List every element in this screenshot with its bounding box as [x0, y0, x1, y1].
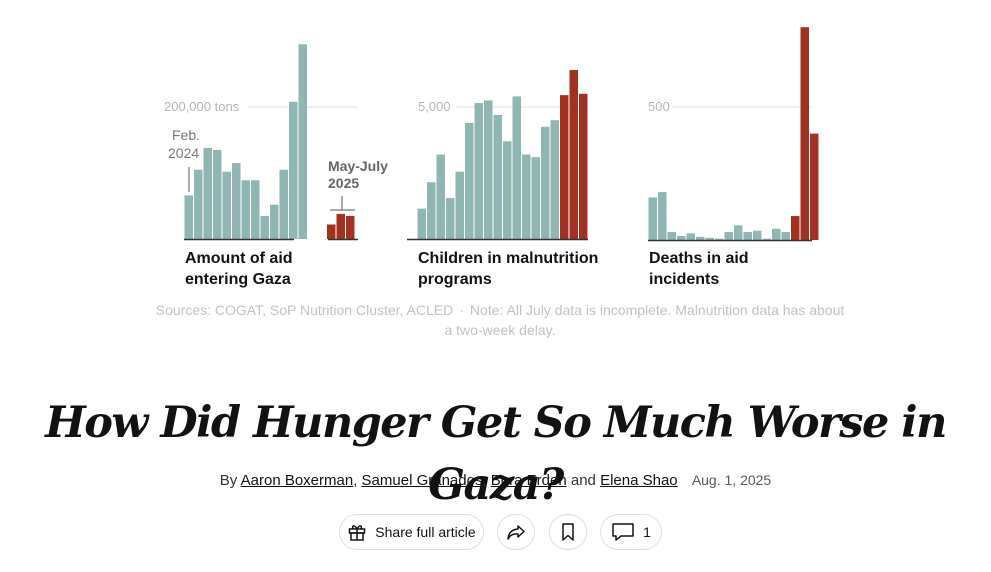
chart-aid-amount-svg: 200,000 tons Feb. 2024 May-July 2025 [164, 44, 388, 241]
author-link-shao[interactable]: Elena Shao [600, 472, 678, 489]
bar-malnutrition [541, 126, 550, 239]
sources-text: Sources: COGAT, SoP Nutrition Cluster, A… [155, 302, 454, 318]
bar-malnutrition [474, 103, 483, 239]
bar-malnutrition [493, 114, 502, 239]
bar-malnutrition [550, 120, 559, 239]
bar-deaths [810, 133, 819, 240]
share-button[interactable] [497, 514, 535, 550]
bar-aid-amount [279, 169, 288, 239]
bar-aid-amount [241, 180, 250, 239]
bar-malnutrition [417, 208, 426, 239]
bar-deaths [677, 236, 686, 240]
chart-malnutrition-svg: 5,000 [407, 70, 588, 241]
bar-deaths [658, 192, 667, 240]
comments-button[interactable]: 1 [600, 514, 662, 550]
chart-aid-amount: 200,000 tons Feb. 2024 May-July 2025 Amount … [160, 0, 388, 300]
bar-aid-amount [298, 44, 307, 239]
chart-malnutrition-title: Children in malnutrition programs [418, 250, 599, 288]
bar-deaths [667, 232, 676, 240]
reference-label-deaths: 500 [648, 99, 670, 114]
bar-deaths [772, 228, 781, 240]
bar-aid-amount [194, 169, 203, 239]
bar-deaths [753, 230, 762, 240]
chart-deaths-svg: 500 [648, 27, 819, 242]
sources-separator: · [459, 302, 464, 318]
chart-deaths-title: Deaths in aid incidents [649, 250, 749, 288]
bar-malnutrition [436, 154, 445, 239]
bar-aid-amount [222, 171, 231, 239]
bar-malnutrition [427, 182, 436, 239]
save-article-button[interactable] [549, 514, 587, 550]
article-actions: Share full article 1 [0, 514, 991, 552]
bar-aid-amount [270, 204, 279, 239]
bar-malnutrition [512, 96, 521, 239]
byline-prefix: By [219, 472, 238, 489]
bar-deaths [715, 238, 724, 240]
bar-deaths [734, 225, 743, 240]
bar-aid-amount [213, 149, 222, 239]
bar-aid-amount [260, 215, 269, 239]
reference-label-malnutrition: 5,000 [418, 99, 451, 114]
gift-icon [347, 522, 367, 542]
bar-malnutrition [522, 154, 531, 239]
bar-deaths [800, 27, 809, 241]
reference-label-aid-amount: 200,000 tons [164, 99, 240, 114]
author-link-boxerman[interactable]: Aaron Boxerman [240, 472, 354, 489]
article-headline: How Did Hunger Get So Much Worse in Gaza… [45, 398, 947, 510]
byline-and: and [570, 472, 596, 489]
bar-deaths [705, 237, 714, 240]
comment-icon [611, 522, 635, 542]
byline: By Aaron Boxerman, Samuel Granados, Bora… [0, 470, 991, 491]
chart-sources: Sources: COGAT, SoP Nutrition Cluster, A… [150, 300, 850, 340]
bar-aid-amount [336, 213, 345, 239]
bar-deaths [724, 232, 733, 240]
chart-malnutrition: 5,000 Children in malnutrition programs [400, 0, 610, 300]
bar-malnutrition [503, 141, 512, 239]
bar-malnutrition [560, 95, 569, 240]
bar-deaths [696, 236, 705, 240]
bar-malnutrition [446, 198, 455, 239]
author-link-granados[interactable]: Samuel Granados [361, 472, 483, 489]
bar-aid-amount [184, 195, 193, 239]
bar-deaths [686, 233, 695, 240]
bar-aid-amount [289, 101, 298, 239]
bookmark-icon [560, 522, 576, 542]
bar-aid-amount [327, 224, 336, 239]
charts-section: 200,000 tons Feb. 2024 May-July 2025 Amount … [160, 0, 830, 300]
bar-deaths [791, 216, 800, 240]
bar-malnutrition [531, 157, 540, 239]
bar-malnutrition [465, 122, 474, 239]
byline-comma: , [482, 472, 487, 489]
bar-deaths [648, 197, 657, 240]
bar-deaths [781, 232, 790, 240]
byline-comma: , [353, 472, 358, 489]
bar-aid-amount [232, 163, 241, 239]
bar-malnutrition [484, 100, 493, 240]
bar-aid-amount [251, 180, 260, 239]
bar-deaths [743, 232, 752, 240]
publish-date: Aug. 1, 2025 [691, 472, 772, 488]
annotation-may-july-2025: May-July 2025 [328, 158, 388, 191]
chart-deaths: 500 Deaths in aid incidents [640, 0, 830, 300]
bar-aid-amount [203, 147, 212, 239]
annotation-feb-2024: Feb. 2024 [168, 127, 200, 161]
share-full-article-label: Share full article [375, 524, 476, 540]
share-arrow-icon [505, 522, 527, 542]
bar-malnutrition [455, 171, 464, 239]
bar-malnutrition [579, 93, 588, 239]
bar-deaths [762, 238, 771, 240]
comment-count: 1 [643, 524, 651, 540]
sources-note: Note: All July data is incomplete. Malnu… [444, 302, 845, 338]
bar-aid-amount [346, 215, 355, 239]
share-full-article-button[interactable]: Share full article [339, 514, 484, 550]
bar-malnutrition [569, 70, 578, 239]
author-link-erden[interactable]: Bora Erden [490, 472, 567, 489]
chart-aid-amount-title: Amount of aid entering Gaza [185, 250, 293, 288]
